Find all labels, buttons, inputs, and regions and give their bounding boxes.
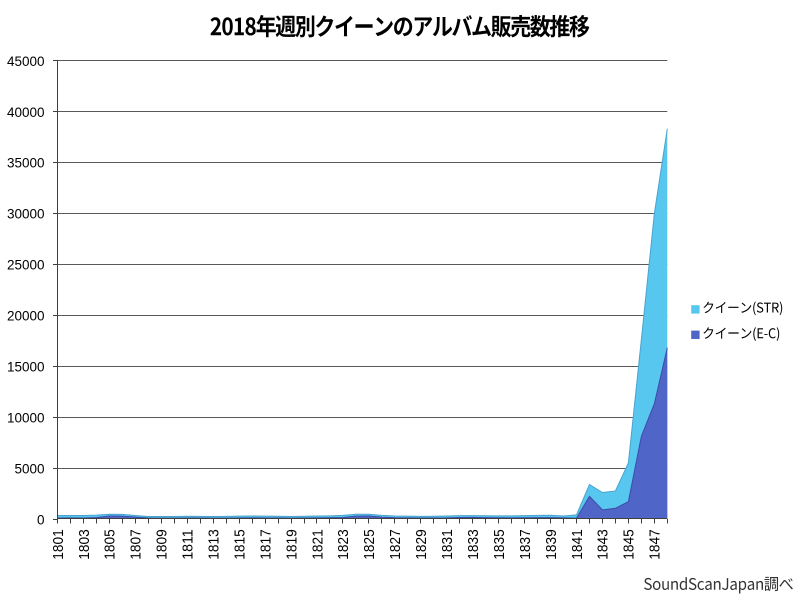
svg-text:1813: 1813 bbox=[206, 529, 222, 560]
svg-text:25000: 25000 bbox=[7, 258, 45, 273]
svg-text:20000: 20000 bbox=[7, 309, 45, 324]
svg-text:1825: 1825 bbox=[362, 529, 378, 560]
svg-text:5000: 5000 bbox=[14, 461, 44, 476]
svg-text:1845: 1845 bbox=[622, 529, 638, 560]
svg-text:1817: 1817 bbox=[258, 529, 274, 560]
svg-text:1835: 1835 bbox=[492, 529, 508, 560]
svg-text:45000: 45000 bbox=[7, 54, 45, 69]
svg-text:0: 0 bbox=[37, 512, 45, 527]
svg-text:1839: 1839 bbox=[544, 529, 560, 560]
svg-text:1847: 1847 bbox=[648, 529, 664, 560]
svg-text:1805: 1805 bbox=[103, 529, 119, 560]
svg-text:1819: 1819 bbox=[284, 529, 300, 560]
svg-text:1833: 1833 bbox=[466, 529, 482, 560]
svg-text:40000: 40000 bbox=[7, 105, 45, 120]
svg-text:1837: 1837 bbox=[518, 529, 534, 560]
svg-text:1811: 1811 bbox=[181, 529, 197, 560]
svg-text:1803: 1803 bbox=[77, 529, 93, 560]
svg-text:1821: 1821 bbox=[310, 529, 326, 560]
svg-text:1815: 1815 bbox=[232, 529, 248, 560]
svg-text:1829: 1829 bbox=[414, 529, 430, 560]
svg-text:1831: 1831 bbox=[440, 529, 456, 560]
svg-text:1827: 1827 bbox=[388, 529, 404, 560]
svg-text:30000: 30000 bbox=[7, 207, 45, 222]
svg-text:1823: 1823 bbox=[336, 529, 352, 560]
svg-text:1801: 1801 bbox=[51, 529, 67, 560]
svg-text:10000: 10000 bbox=[7, 410, 45, 425]
svg-text:15000: 15000 bbox=[7, 360, 45, 375]
svg-text:1841: 1841 bbox=[570, 529, 586, 560]
svg-text:1809: 1809 bbox=[155, 529, 171, 560]
svg-text:1843: 1843 bbox=[596, 529, 612, 560]
svg-text:1807: 1807 bbox=[129, 529, 145, 560]
svg-text:35000: 35000 bbox=[7, 156, 45, 171]
